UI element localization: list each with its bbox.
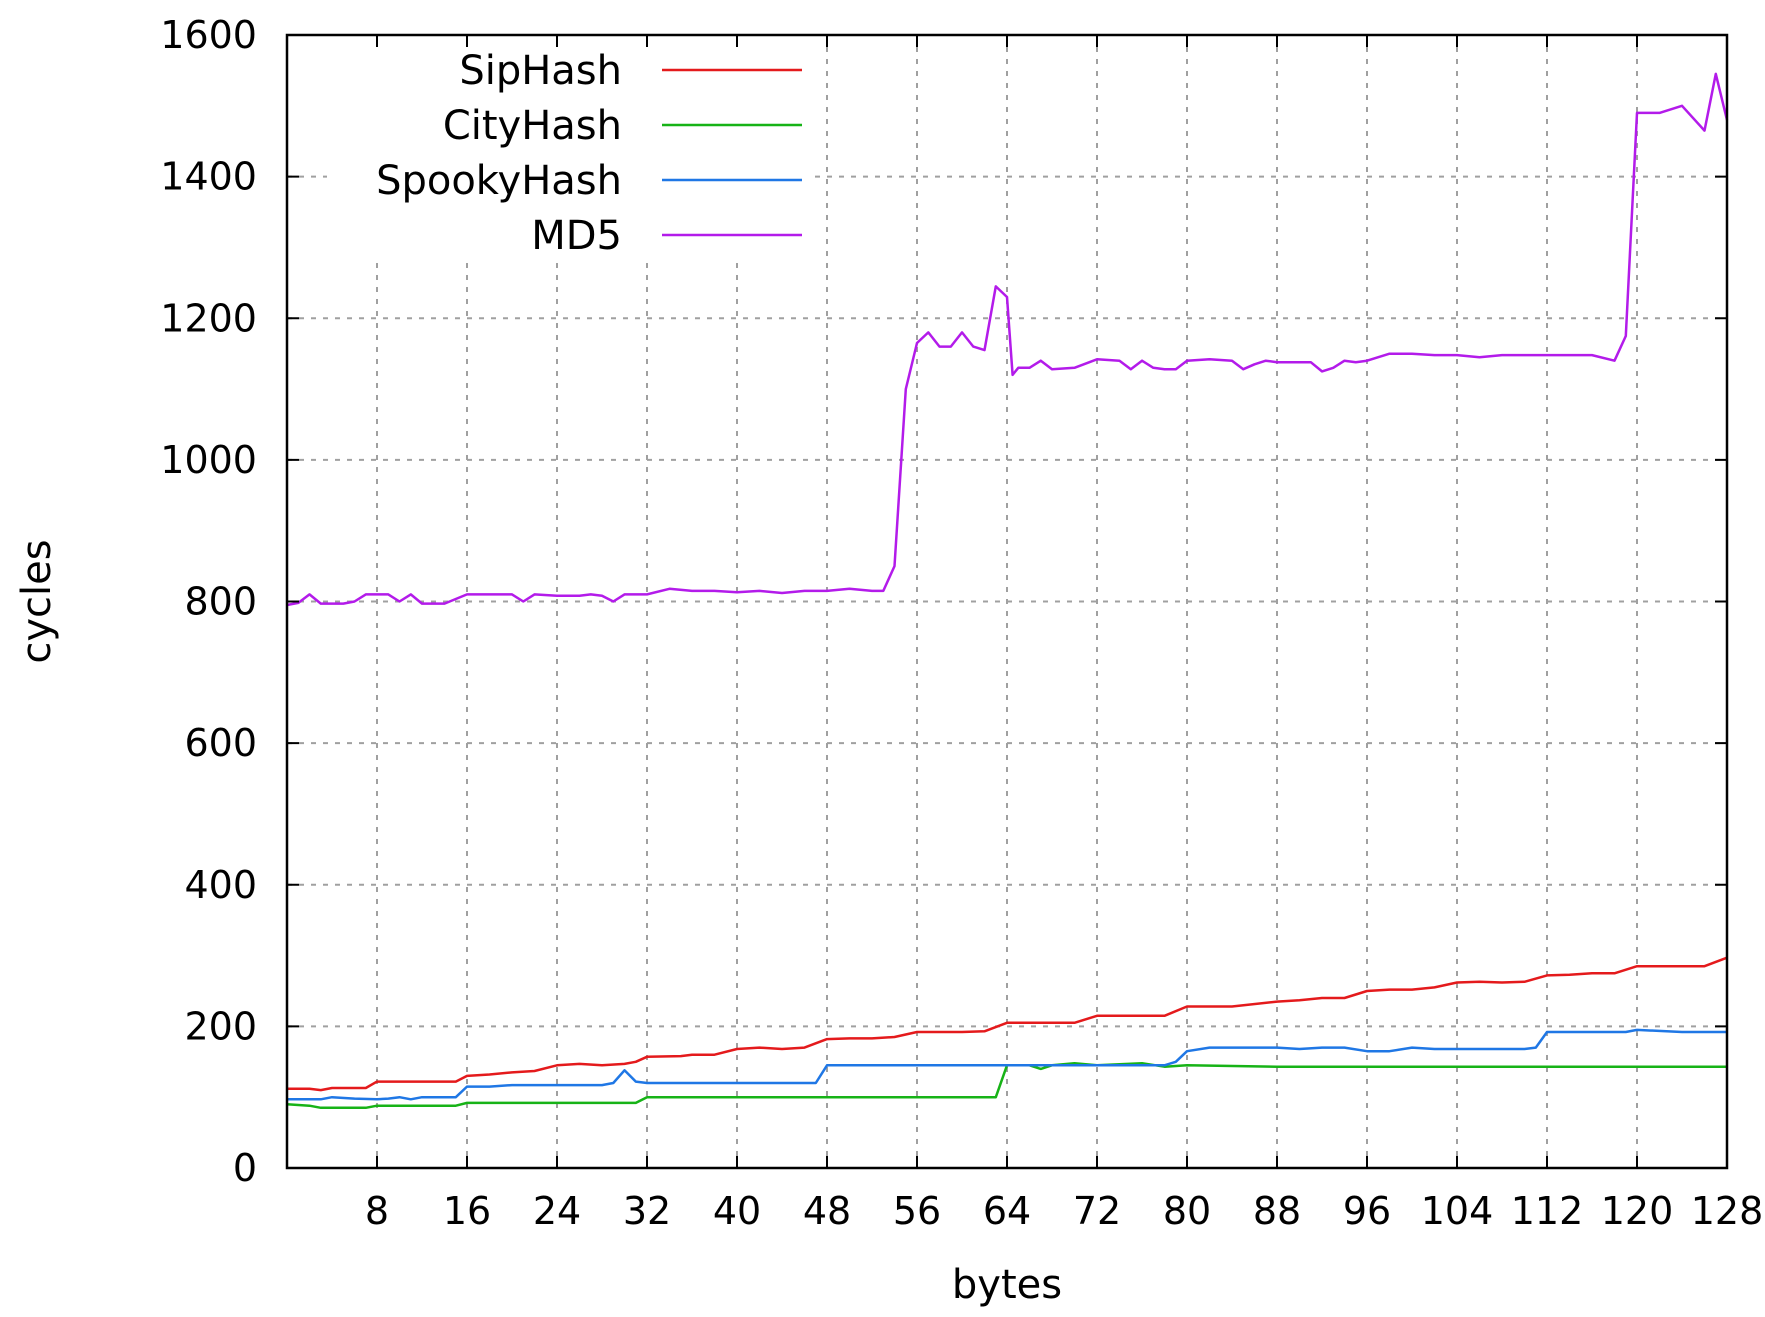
series-line-siphash	[287, 956, 1728, 1092]
x-tick-label: 88	[1253, 1189, 1301, 1233]
series-lines	[286, 72, 1729, 1110]
series-line-cityhash	[286, 1061, 1727, 1110]
x-tick-label: 48	[803, 1189, 851, 1233]
x-tick-label: 96	[1343, 1189, 1391, 1233]
y-tick-label: 400	[184, 863, 257, 907]
y-tick-label: 1200	[160, 296, 257, 340]
x-tick-label: 16	[443, 1189, 491, 1233]
x-tick-label: 40	[713, 1189, 761, 1233]
y-tick-label: 200	[184, 1004, 257, 1048]
y-tick-label: 0	[233, 1146, 257, 1190]
axis-ticks	[287, 34, 1728, 1169]
x-tick-label: 120	[1601, 1189, 1674, 1233]
x-tick-label: 24	[533, 1189, 581, 1233]
x-tick-label: 56	[893, 1189, 941, 1233]
x-tick-label: 128	[1691, 1189, 1764, 1233]
x-tick-label: 80	[1163, 1189, 1211, 1233]
y-tick-label: 1400	[160, 155, 257, 199]
legend-label-md5: MD5	[531, 213, 622, 259]
legend-label-cityhash: CityHash	[443, 103, 622, 149]
series-line-md5	[286, 72, 1729, 607]
legend: SipHash CityHash SpookyHash MD5	[376, 48, 802, 259]
y-axis-title: cycles	[14, 539, 60, 663]
x-axis-title: bytes	[952, 1262, 1062, 1308]
x-tick-label: 32	[623, 1189, 671, 1233]
legend-label-spookyhash: SpookyHash	[376, 158, 622, 204]
x-tick-label: 64	[983, 1189, 1031, 1233]
x-tick-label: 8	[365, 1189, 389, 1233]
x-tick-label: 112	[1511, 1189, 1584, 1233]
y-tick-label: 1600	[160, 13, 257, 57]
x-tick-label: 72	[1073, 1189, 1121, 1233]
legend-background	[327, 38, 812, 263]
y-tick-label: 800	[184, 580, 257, 624]
y-tick-label: 600	[184, 721, 257, 765]
legend-label-siphash: SipHash	[459, 48, 622, 94]
series-line-spookyhash	[287, 1028, 1727, 1101]
y-axis-tick-labels: 0 200 400 600 800 1000 1200 1400 1600	[160, 13, 257, 1190]
x-tick-label: 104	[1421, 1189, 1494, 1233]
x-axis-tick-labels: 8 16 24 32 40 48 56 64 72 80 88 96 104 112 120 128	[365, 1189, 1763, 1233]
y-tick-label: 1000	[160, 438, 257, 482]
